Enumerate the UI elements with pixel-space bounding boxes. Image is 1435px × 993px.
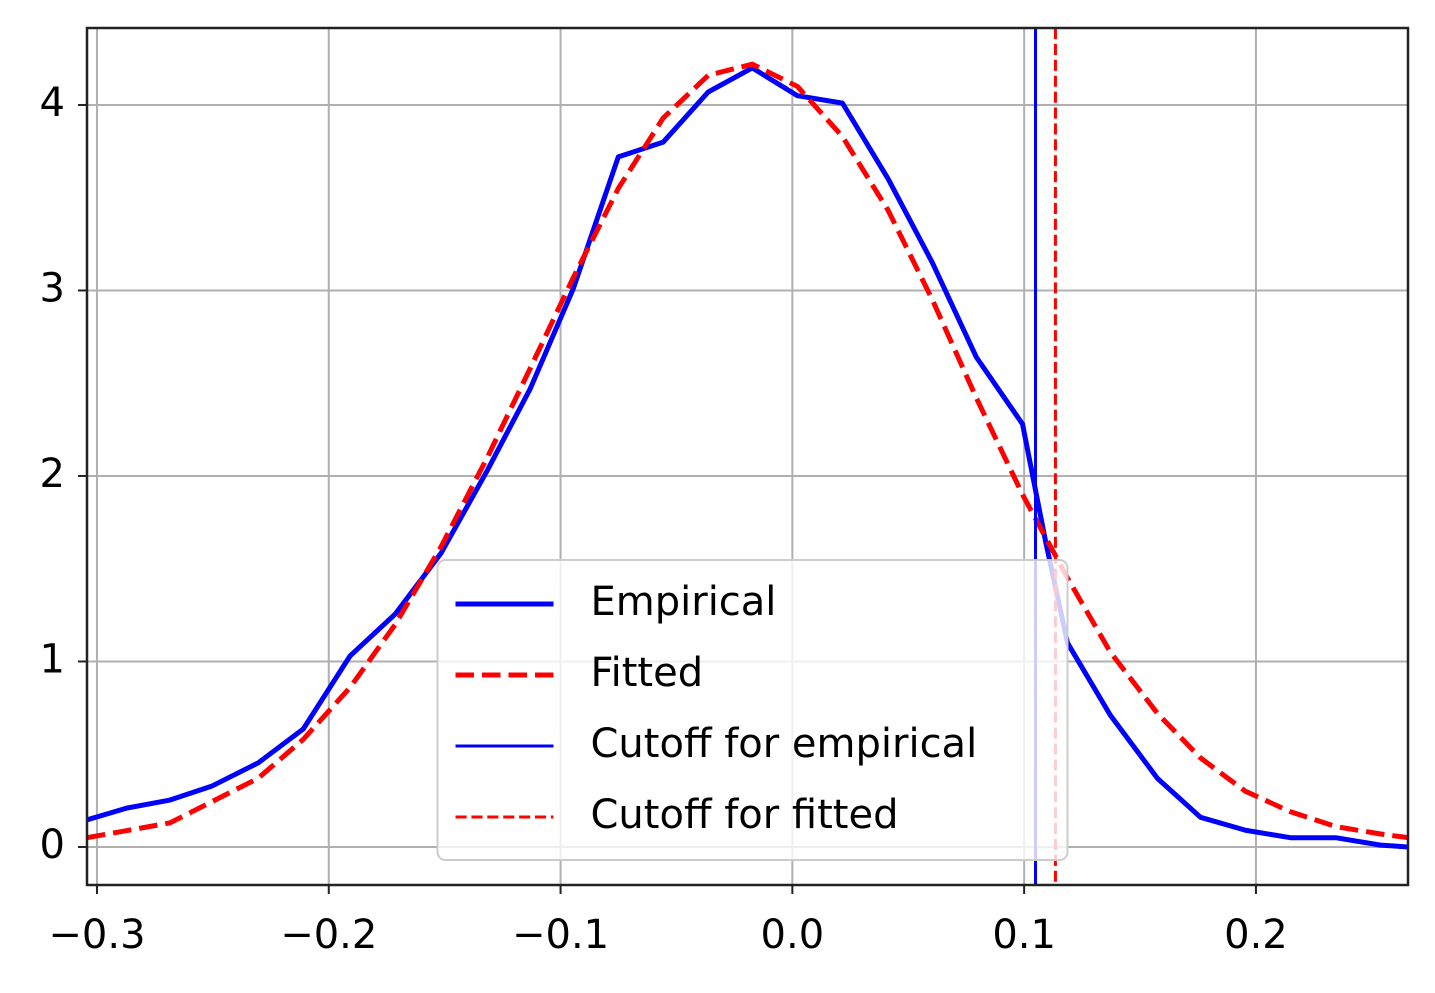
series-line [87,65,1408,850]
x-tick-label: 0.0 [761,912,825,958]
x-tick-label: −0.3 [48,912,145,958]
x-tick-label: 0.1 [992,912,1056,958]
legend-label: Empirical [591,579,777,625]
legend-label: Cutoff for fitted [591,792,899,838]
axes-frame [85,26,1410,887]
series-line [87,61,1408,841]
ticks: −0.3 −0.2 −0.1 0.0 0.1 0.2 0 1 2 3 4 [40,80,1288,958]
x-tick-label: −0.2 [280,912,377,958]
y-tick-label: 0 [40,822,65,868]
x-tick-label: −0.1 [512,912,609,958]
y-tick-label: 3 [40,265,65,311]
grid [87,28,1408,885]
legend-label: Fitted [591,650,704,696]
legend: Empirical Fitted Cutoff for empirical Cutof… [436,559,1069,861]
x-tick-label: 0.2 [1224,912,1288,958]
y-tick-label: 4 [40,80,65,126]
y-tick-label: 2 [40,451,65,497]
legend-box [436,559,1069,861]
legend-label: Cutoff for empirical [591,721,978,767]
y-tick-label: 1 [40,636,65,682]
